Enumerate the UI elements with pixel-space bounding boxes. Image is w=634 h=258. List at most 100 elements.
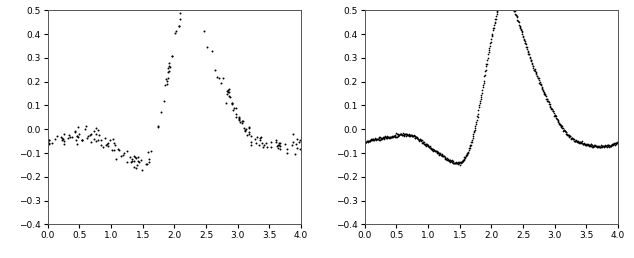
Point [495, 3, 505, 7]
Point [452, 161, 462, 165]
Point [515, 26, 526, 30]
Point [536, 85, 547, 89]
Point [453, 160, 463, 165]
Point [520, 41, 530, 45]
Point [457, 160, 467, 164]
Point [527, 64, 538, 68]
Point [275, 147, 285, 151]
Point [604, 145, 614, 149]
Point [548, 109, 558, 113]
Point [255, 136, 265, 140]
Point [501, 0, 512, 3]
Point [418, 141, 428, 145]
Point [528, 66, 538, 70]
Point [219, 76, 229, 80]
Point [494, 4, 504, 9]
Point [227, 101, 237, 106]
Point [470, 128, 480, 132]
Point [567, 136, 577, 140]
Point [576, 140, 586, 144]
Point [393, 133, 403, 138]
Point [608, 142, 618, 146]
Point [401, 132, 411, 136]
Point [361, 140, 371, 144]
Point [162, 82, 172, 86]
Point [368, 137, 378, 141]
Point [181, 0, 191, 2]
Point [595, 145, 605, 149]
Point [178, 0, 188, 4]
Point [456, 161, 466, 165]
Point [417, 140, 427, 144]
Point [535, 82, 545, 86]
Point [513, 19, 523, 23]
Point [448, 161, 458, 165]
Point [442, 156, 452, 160]
Point [566, 134, 576, 138]
Point [551, 116, 561, 120]
Point [108, 140, 119, 144]
Point [502, 0, 512, 1]
Point [439, 154, 449, 158]
Point [133, 155, 143, 159]
Point [434, 152, 444, 156]
Point [533, 76, 543, 80]
Point [380, 135, 391, 140]
Point [431, 149, 441, 154]
Point [541, 97, 551, 101]
Point [452, 161, 462, 165]
Point [369, 138, 379, 142]
Point [529, 68, 539, 72]
Point [362, 139, 372, 143]
Point [470, 126, 480, 130]
Point [255, 138, 265, 142]
Point [437, 153, 447, 157]
Point [375, 136, 385, 140]
Point [59, 139, 69, 143]
Point [136, 158, 146, 163]
Point [443, 158, 453, 162]
Point [416, 139, 426, 143]
Point [373, 136, 383, 141]
Point [477, 88, 488, 92]
Point [484, 48, 494, 52]
Point [602, 143, 612, 147]
Point [471, 120, 481, 124]
Point [463, 148, 474, 152]
Point [580, 142, 590, 146]
Point [493, 7, 503, 11]
Point [266, 140, 276, 144]
Point [516, 28, 526, 32]
Point [425, 146, 436, 150]
Point [410, 135, 420, 140]
Point [73, 135, 83, 139]
Point [430, 149, 441, 153]
Point [59, 132, 69, 136]
Point [593, 145, 604, 149]
Point [485, 41, 495, 45]
Point [420, 143, 430, 147]
Point [96, 138, 106, 142]
Point [365, 139, 375, 143]
Point [421, 144, 431, 148]
Point [561, 130, 571, 134]
Point [447, 160, 457, 164]
Point [207, 49, 217, 53]
Point [183, 3, 193, 7]
Point [398, 131, 408, 135]
Point [402, 132, 412, 136]
Point [93, 138, 103, 142]
Point [471, 122, 481, 126]
Point [538, 87, 548, 92]
Point [605, 144, 615, 148]
Point [515, 27, 526, 31]
Point [403, 132, 413, 136]
Point [222, 88, 232, 93]
Point [543, 99, 553, 103]
Point [467, 136, 477, 140]
Point [480, 73, 490, 77]
Point [428, 147, 438, 151]
Point [547, 107, 557, 111]
Point [364, 139, 374, 143]
Point [384, 135, 394, 139]
